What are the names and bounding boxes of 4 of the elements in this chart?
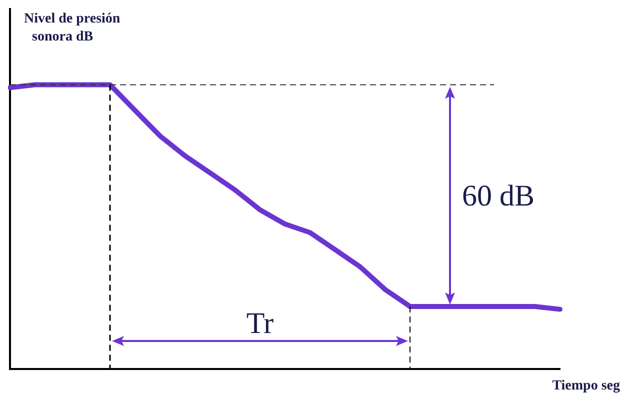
annotation: 60 dB [462, 180, 535, 213]
annotation: Tr [246, 307, 274, 340]
x-axis-title: Tiempo seg [552, 378, 620, 394]
y-axis-title: Nivel de presión sonora dB [24, 12, 120, 45]
